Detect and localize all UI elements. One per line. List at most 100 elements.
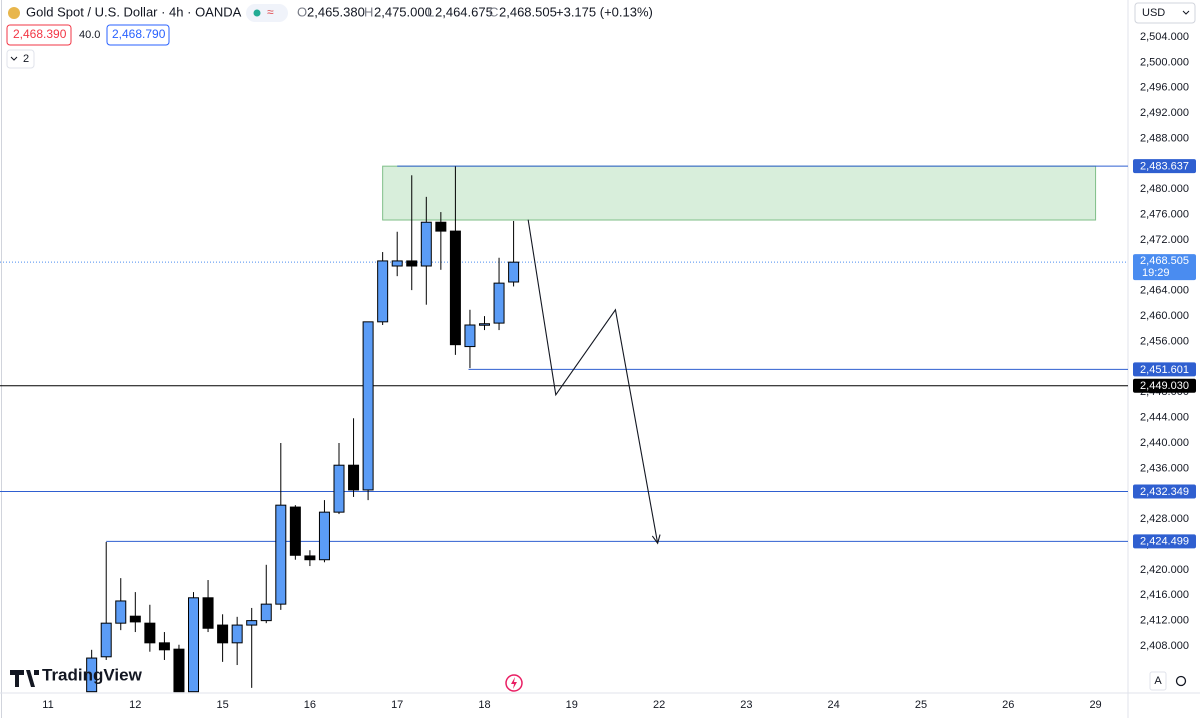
level-label-box (1133, 484, 1196, 499)
level-label: 2,424.499 (1140, 536, 1189, 548)
high-key: H (364, 4, 373, 19)
x-tick-label: 19 (566, 699, 578, 711)
candle-body (508, 261, 520, 283)
close-key: C (489, 4, 498, 19)
alert-bolt (511, 677, 517, 689)
x-tick-label: 15 (216, 699, 228, 711)
candle-body (158, 642, 170, 651)
ask: 2,468.790 (112, 27, 166, 41)
low-key: L (427, 4, 434, 19)
level-label-box (1133, 378, 1196, 393)
candle-body (202, 597, 214, 629)
y-tick-label: 2,420.000 (1140, 564, 1189, 576)
status-pill[interactable] (246, 4, 288, 22)
y-tick-label: 2,444.000 (1140, 412, 1189, 424)
change: +3.175 (+0.13%) (556, 4, 653, 19)
candle-body (493, 282, 505, 324)
currency: USD (1142, 7, 1165, 19)
x-tick-label: 11 (42, 699, 53, 711)
footer: TradingView A (10, 665, 1187, 692)
y-tick-label: 2,440.000 (1140, 437, 1189, 449)
candle-body (348, 464, 360, 491)
candle-body (144, 622, 156, 644)
indicator-toggle[interactable] (6, 49, 35, 69)
status-dot (253, 9, 261, 17)
y-tick-label: 2,436.000 (1140, 462, 1189, 474)
ask-button[interactable] (106, 24, 170, 46)
candle-body (464, 324, 476, 348)
y-tick-label: 2,500.000 (1140, 56, 1189, 68)
candle-body (100, 622, 112, 658)
level-label: 2,449.030 (1140, 380, 1189, 392)
chevron (1182, 10, 1190, 15)
current-price-label: 2,468.505 (1140, 255, 1189, 267)
bid: 2,468.390 (13, 27, 67, 41)
candle-body (362, 321, 374, 491)
status-icon: ≈ (267, 5, 274, 19)
symbol-icon (8, 7, 20, 19)
x-tick-label: 22 (653, 699, 665, 711)
y-tick-label: 2,492.000 (1140, 107, 1189, 119)
y-tick-label: 2,476.000 (1140, 209, 1189, 221)
indicator-count: 2 (23, 53, 29, 65)
candle-body (377, 260, 389, 323)
y-tick-label: 2,464.000 (1140, 285, 1189, 297)
level-label-box (1133, 534, 1196, 549)
logo-mark (10, 670, 39, 687)
projection-path (527, 219, 659, 544)
candle-body (449, 230, 461, 346)
price-axis: USD 2,408.000 2,412.000 2,416.000 2,420.000… (1133, 2, 1196, 652)
level-label-box (1133, 362, 1196, 377)
candle-body (231, 624, 243, 644)
candle-body (188, 597, 200, 693)
candle-body (260, 603, 272, 622)
candle-body (275, 504, 287, 605)
level-label-box (1133, 159, 1196, 174)
y-tick-label: 2,456.000 (1140, 335, 1189, 347)
plot-area (0, 165, 1128, 693)
y-tick-label: 2,408.000 (1140, 640, 1189, 652)
auto-scale-button[interactable] (1149, 671, 1167, 691)
level-label: 2,451.601 (1140, 364, 1189, 376)
candle-body (318, 511, 330, 561)
candle-body (333, 464, 345, 513)
y-tick-label: 2,412.000 (1140, 615, 1189, 627)
symbol: Gold Spot / U.S. Dollar · 4h · OANDA (26, 4, 242, 19)
chevron (10, 56, 18, 61)
y-tick-label: 2,416.000 (1140, 589, 1189, 601)
candle-body (86, 657, 98, 693)
currency-button[interactable] (1134, 2, 1196, 24)
zone (382, 165, 1097, 221)
logo: TradingView (42, 665, 143, 684)
y-tick-label: 2,496.000 (1140, 82, 1189, 94)
x-tick-label: 18 (478, 699, 490, 711)
y-tick-label: 2,428.000 (1140, 513, 1189, 525)
candle-body (478, 323, 490, 326)
settings-icon[interactable] (1175, 675, 1187, 687)
high-value: 2,475.000 (374, 4, 432, 19)
candle-body (435, 221, 447, 232)
x-tick-label: 26 (1002, 699, 1014, 711)
candle-body (406, 260, 418, 267)
candle-body (129, 615, 141, 623)
countdown: 19:29 (1142, 267, 1170, 279)
level-label: 2,483.637 (1140, 161, 1189, 173)
candle-body (217, 624, 229, 644)
candle-body (115, 600, 127, 624)
header: Gold Spot / U.S. Dollar · 4h · OANDA ≈ O… (6, 4, 653, 69)
low-value: 2,464.675 (435, 4, 493, 19)
x-tick-label: 16 (304, 699, 316, 711)
auto-scale: A (1154, 675, 1162, 687)
x-tick-label: 29 (1089, 699, 1101, 711)
y-tick-label: 2,472.000 (1140, 234, 1189, 246)
level-label: 2,432.349 (1140, 486, 1189, 498)
y-tick-label: 2,460.000 (1140, 310, 1189, 322)
spread: 40.0 (79, 29, 100, 41)
candle-body (420, 221, 432, 267)
x-tick-label: 12 (129, 699, 141, 711)
bid-button[interactable] (6, 24, 72, 46)
x-tick-label: 24 (828, 699, 840, 711)
arrow-head (651, 534, 661, 545)
